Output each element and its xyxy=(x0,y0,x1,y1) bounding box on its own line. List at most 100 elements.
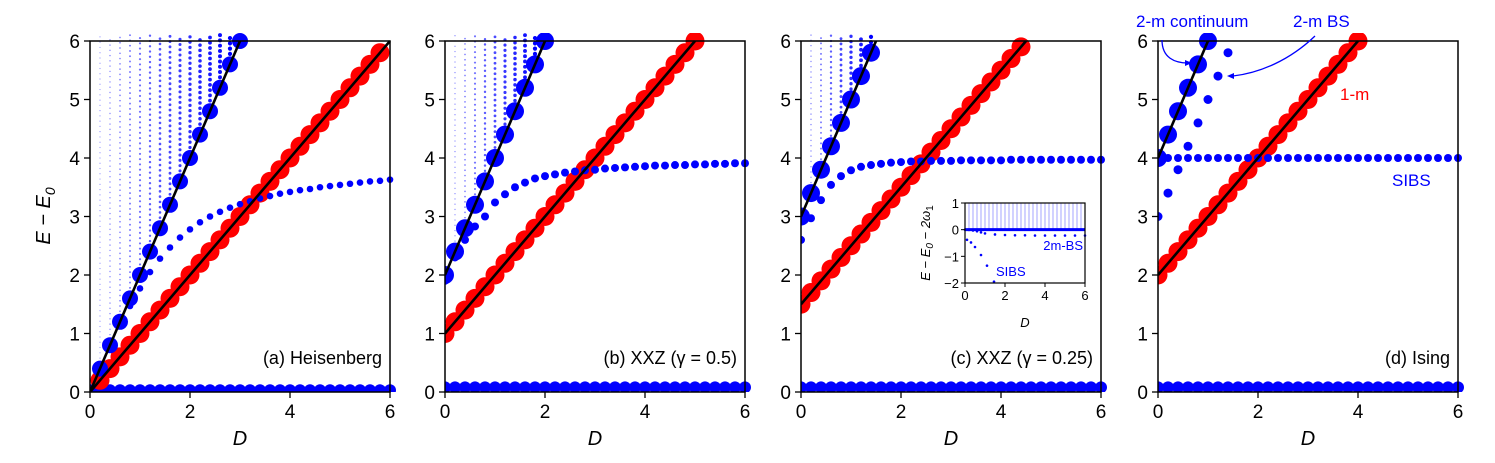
continuum-point xyxy=(454,66,456,69)
sibs-point xyxy=(977,156,985,165)
sibs-point xyxy=(897,158,905,167)
continuum-point xyxy=(473,35,477,38)
continuum-point xyxy=(208,88,212,93)
plot-area xyxy=(1158,33,1464,392)
continuum-point xyxy=(513,98,517,103)
continuum-point xyxy=(109,91,111,94)
continuum-point xyxy=(810,102,812,105)
continuum-point xyxy=(129,265,131,268)
continuum-point xyxy=(473,77,477,80)
continuum-point xyxy=(148,176,152,180)
continuum-point xyxy=(454,156,456,158)
continuum-point xyxy=(454,235,456,237)
sibs-point xyxy=(521,178,529,187)
continuum-point xyxy=(859,63,863,68)
continuum-point xyxy=(198,117,202,121)
sibs-point xyxy=(927,156,935,165)
panel-a-label: (a) Heisenberg xyxy=(263,348,382,368)
continuum-point xyxy=(119,289,121,292)
continuum-point xyxy=(503,59,507,63)
one-magnon-line xyxy=(1158,40,1359,276)
continuum-point xyxy=(148,118,152,122)
ground-state-point xyxy=(669,381,681,392)
continuum-point xyxy=(119,252,121,255)
ground-state-point xyxy=(1422,381,1434,392)
sibs-point xyxy=(957,156,965,165)
continuum-point xyxy=(109,144,111,146)
continuum-point xyxy=(129,202,131,205)
continuum-point xyxy=(119,231,121,234)
continuum-point xyxy=(168,192,172,196)
continuum-point xyxy=(820,152,822,155)
ground-state-point xyxy=(324,384,336,392)
continuum-point xyxy=(109,70,111,73)
continuum-point xyxy=(198,95,202,100)
continuum-point xyxy=(464,95,466,98)
sibs-point xyxy=(1404,154,1412,162)
inset-2m-bs-point xyxy=(1053,234,1057,237)
continuum-point xyxy=(109,312,111,315)
inset-sibs-point xyxy=(969,241,973,244)
continuum-point xyxy=(483,127,487,130)
continuum-point xyxy=(810,150,812,152)
ground-state-point xyxy=(1212,381,1224,392)
continuum-point xyxy=(188,87,192,92)
continuum-point xyxy=(158,190,162,193)
continuum-point xyxy=(158,179,162,183)
continuum-point xyxy=(148,197,152,201)
panel-c-label: (c) XXZ (γ = 0.25) xyxy=(950,348,1093,368)
continuum-point xyxy=(493,135,497,139)
continuum-point xyxy=(493,93,497,97)
continuum-point xyxy=(168,129,172,133)
two-magnon-threshold-line xyxy=(1158,40,1210,159)
continuum-point xyxy=(109,228,111,231)
continuum-point xyxy=(810,97,812,100)
ground-state-point xyxy=(609,381,621,392)
ground-state-point xyxy=(1202,381,1214,392)
inset: 0 2 4 6 1 0 −1 −2 xyxy=(944,196,1088,303)
continuum-point xyxy=(99,99,101,101)
continuum-point xyxy=(158,58,162,62)
continuum-point xyxy=(454,77,456,79)
continuum-point xyxy=(158,116,162,119)
continuum-point xyxy=(464,122,466,124)
continuum-point xyxy=(168,177,172,180)
continuum-point xyxy=(109,65,111,67)
continuum-point xyxy=(99,78,101,80)
continuum-point xyxy=(109,297,111,299)
panel-b: 0 2 4 6 0 1 2 3 4 5 6 xyxy=(424,32,751,423)
continuum-point xyxy=(503,48,507,52)
y-tick-label: 5 xyxy=(1137,91,1148,112)
continuum-point xyxy=(483,43,487,46)
ground-state-point xyxy=(925,381,937,392)
continuum-point xyxy=(829,66,833,69)
continuum-point xyxy=(829,34,833,37)
continuum-point xyxy=(464,111,466,114)
continuum-point xyxy=(119,84,121,86)
y-tick-label: 4 xyxy=(1137,149,1148,170)
continuum-point xyxy=(198,74,202,79)
ground-state-point xyxy=(1045,381,1057,392)
continuum-point xyxy=(129,97,131,100)
continuum-point xyxy=(218,43,222,48)
ground-state-point xyxy=(975,381,987,392)
continuum-point xyxy=(839,110,843,114)
continuum-point xyxy=(168,113,172,117)
continuum-point xyxy=(820,42,822,45)
ground-state-point xyxy=(1262,381,1274,392)
continuum-point xyxy=(99,310,101,312)
continuum-point xyxy=(168,187,172,191)
continuum-point xyxy=(829,55,833,58)
sibs-point xyxy=(817,196,825,205)
continuum-point xyxy=(513,93,517,98)
continuum-point xyxy=(148,181,152,185)
continuum-point xyxy=(473,87,477,91)
y-tick-label: 2 xyxy=(424,266,435,287)
continuum-point xyxy=(158,184,162,188)
continuum-point xyxy=(129,186,131,189)
continuum-point xyxy=(188,51,192,55)
continuum-point xyxy=(208,77,212,82)
continuum-point xyxy=(129,213,131,216)
continuum-point xyxy=(188,119,192,123)
continuum-point xyxy=(148,76,152,80)
